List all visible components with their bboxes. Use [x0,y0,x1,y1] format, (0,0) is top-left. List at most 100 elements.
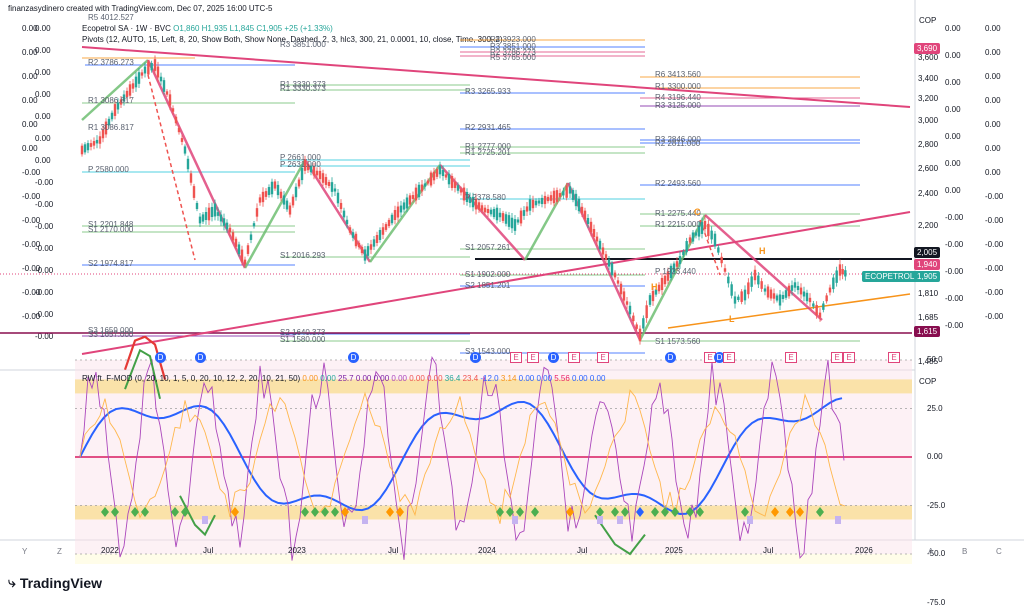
scale-label: 0.00 [22,120,38,129]
candle-body [258,197,262,203]
axis-corner-letter[interactable]: A [928,547,934,556]
axis-corner-letter[interactable]: Z [57,547,62,556]
scale-label: 0.00 [985,72,1001,81]
candle-body [703,220,707,230]
oscillator-legend-values: 0.00 0.00 25.7 0.00 0.00 0.00 0.00 0.00 … [302,374,605,383]
osc-legend-value: 0.00 [536,374,555,383]
candle-body [369,244,373,250]
zigzag-segment [243,159,307,269]
candle-body [474,198,478,210]
osc-signal-diamond [111,507,119,517]
candle-body [159,76,163,82]
ascending-trendline [81,211,911,355]
created-line: finanzasydinero created with TradingView… [8,4,273,13]
candle-body [110,112,114,120]
candle-body [610,262,614,276]
dashed-connector [699,219,721,276]
candle-body [784,290,788,298]
axis-corner-letter[interactable]: C [996,547,1002,556]
candle-body [775,295,779,301]
osc-axis-tick: 0.00 [927,452,943,461]
price-axis-tick: 1,685 [918,313,939,322]
candle-body [507,215,511,227]
scale-label: -0.00 [35,332,54,341]
candle-body [128,84,132,96]
osc-axis-tick: -25.0 [927,500,946,510]
candle-body [246,245,250,254]
osc-signal-diamond [771,507,779,517]
candle-body [504,214,508,224]
candle-body [387,219,391,227]
dashed-connector [147,74,196,261]
candle-body [345,219,349,225]
pivots-indicator-line[interactable]: Pivots (12, AUTO, 15, Left, 8, 20, Show … [82,35,503,44]
candle-body [279,191,283,199]
osc-legend-value: 0.00 [320,374,339,383]
candle-body [471,196,475,208]
candle-body [140,72,144,76]
candle-body [459,189,463,193]
candle-body [802,291,806,297]
zigzag-segment [81,59,149,121]
candle-body [86,143,90,151]
candle-body [841,269,844,275]
candle-body [378,230,382,240]
candle-body [483,207,487,213]
candle-body [787,285,791,297]
scale-label: 0.00 [22,48,38,57]
osc-signal-diamond [301,507,309,517]
osc-purple-line [79,355,845,561]
osc-legend-value: 0.00 [589,374,606,383]
osc-green-low-2 [594,514,646,556]
osc-zone-top [75,379,912,394]
axis-corner-letter[interactable]: Y [22,547,28,556]
scale-label: -0.00 [22,168,41,177]
candle-body [420,184,424,192]
candle-body [192,186,196,198]
candle-body [555,190,559,202]
time-axis[interactable]: 2022 Jul 2023 Jul 2024 Jul 2025 Jul 2026 Y Z A B C [0,543,1024,559]
tradingview-logo: ⤷ TradingView [8,574,102,591]
candle-body [237,244,241,254]
time-axis-tick: Jul [203,546,214,555]
osc-bar-marker [617,516,623,524]
price-axis[interactable]: 3,600 3,400 3,200 3,000 2,800 2,600 2,400 2,200… [915,0,945,370]
scale-label: -0.00 [22,312,41,321]
osc-legend-value: 0.00 [302,374,321,383]
osc-signal-diamond [621,507,629,517]
osc-bar-marker [747,516,753,524]
scale-label: 0.00 [945,159,961,168]
candle-body [147,62,150,75]
candle-body [778,294,782,306]
candle-body [234,238,238,247]
scale-label: -0.00 [35,266,54,275]
candle-body [694,232,698,236]
oscillator-axis[interactable]: 50.0 25.0 0.00 -25.0 -50.0 -75.0 [915,355,946,607]
osc-legend-value: 5.56 [554,374,573,383]
axis-corner-letter[interactable]: B [962,547,968,556]
candle-body [189,173,193,183]
osc-signal-diamond [496,507,504,517]
scale-label: -0.00 [35,200,54,209]
candle-body [98,136,102,144]
candle-body [231,232,235,241]
candle-body [462,187,466,201]
candle-body [153,59,157,71]
candle-body [772,293,776,299]
candle-body [598,240,602,250]
osc-signal-diamond [816,507,824,517]
scale-label: -0.00 [945,294,964,303]
candle-body [799,287,803,295]
scale-label: -0.00 [945,267,964,276]
scale-label: 0.00 [945,105,961,114]
scale-label: -0.00 [985,264,1004,273]
candle-body [669,265,673,279]
osc-green-hot [124,348,161,400]
candle-body [131,83,135,89]
osc-blue-line [79,397,843,515]
oscillator-header[interactable]: RW ft. F-MOD (0, 20, 10, 1, 5, 0, 20, 10… [82,374,605,383]
candle-body [528,199,532,211]
candle-body [688,237,692,243]
candle-body [691,232,695,242]
symbol-line[interactable]: Ecopetrol SA · 1W · BVC O1,860 H1,935 L1… [82,24,333,33]
